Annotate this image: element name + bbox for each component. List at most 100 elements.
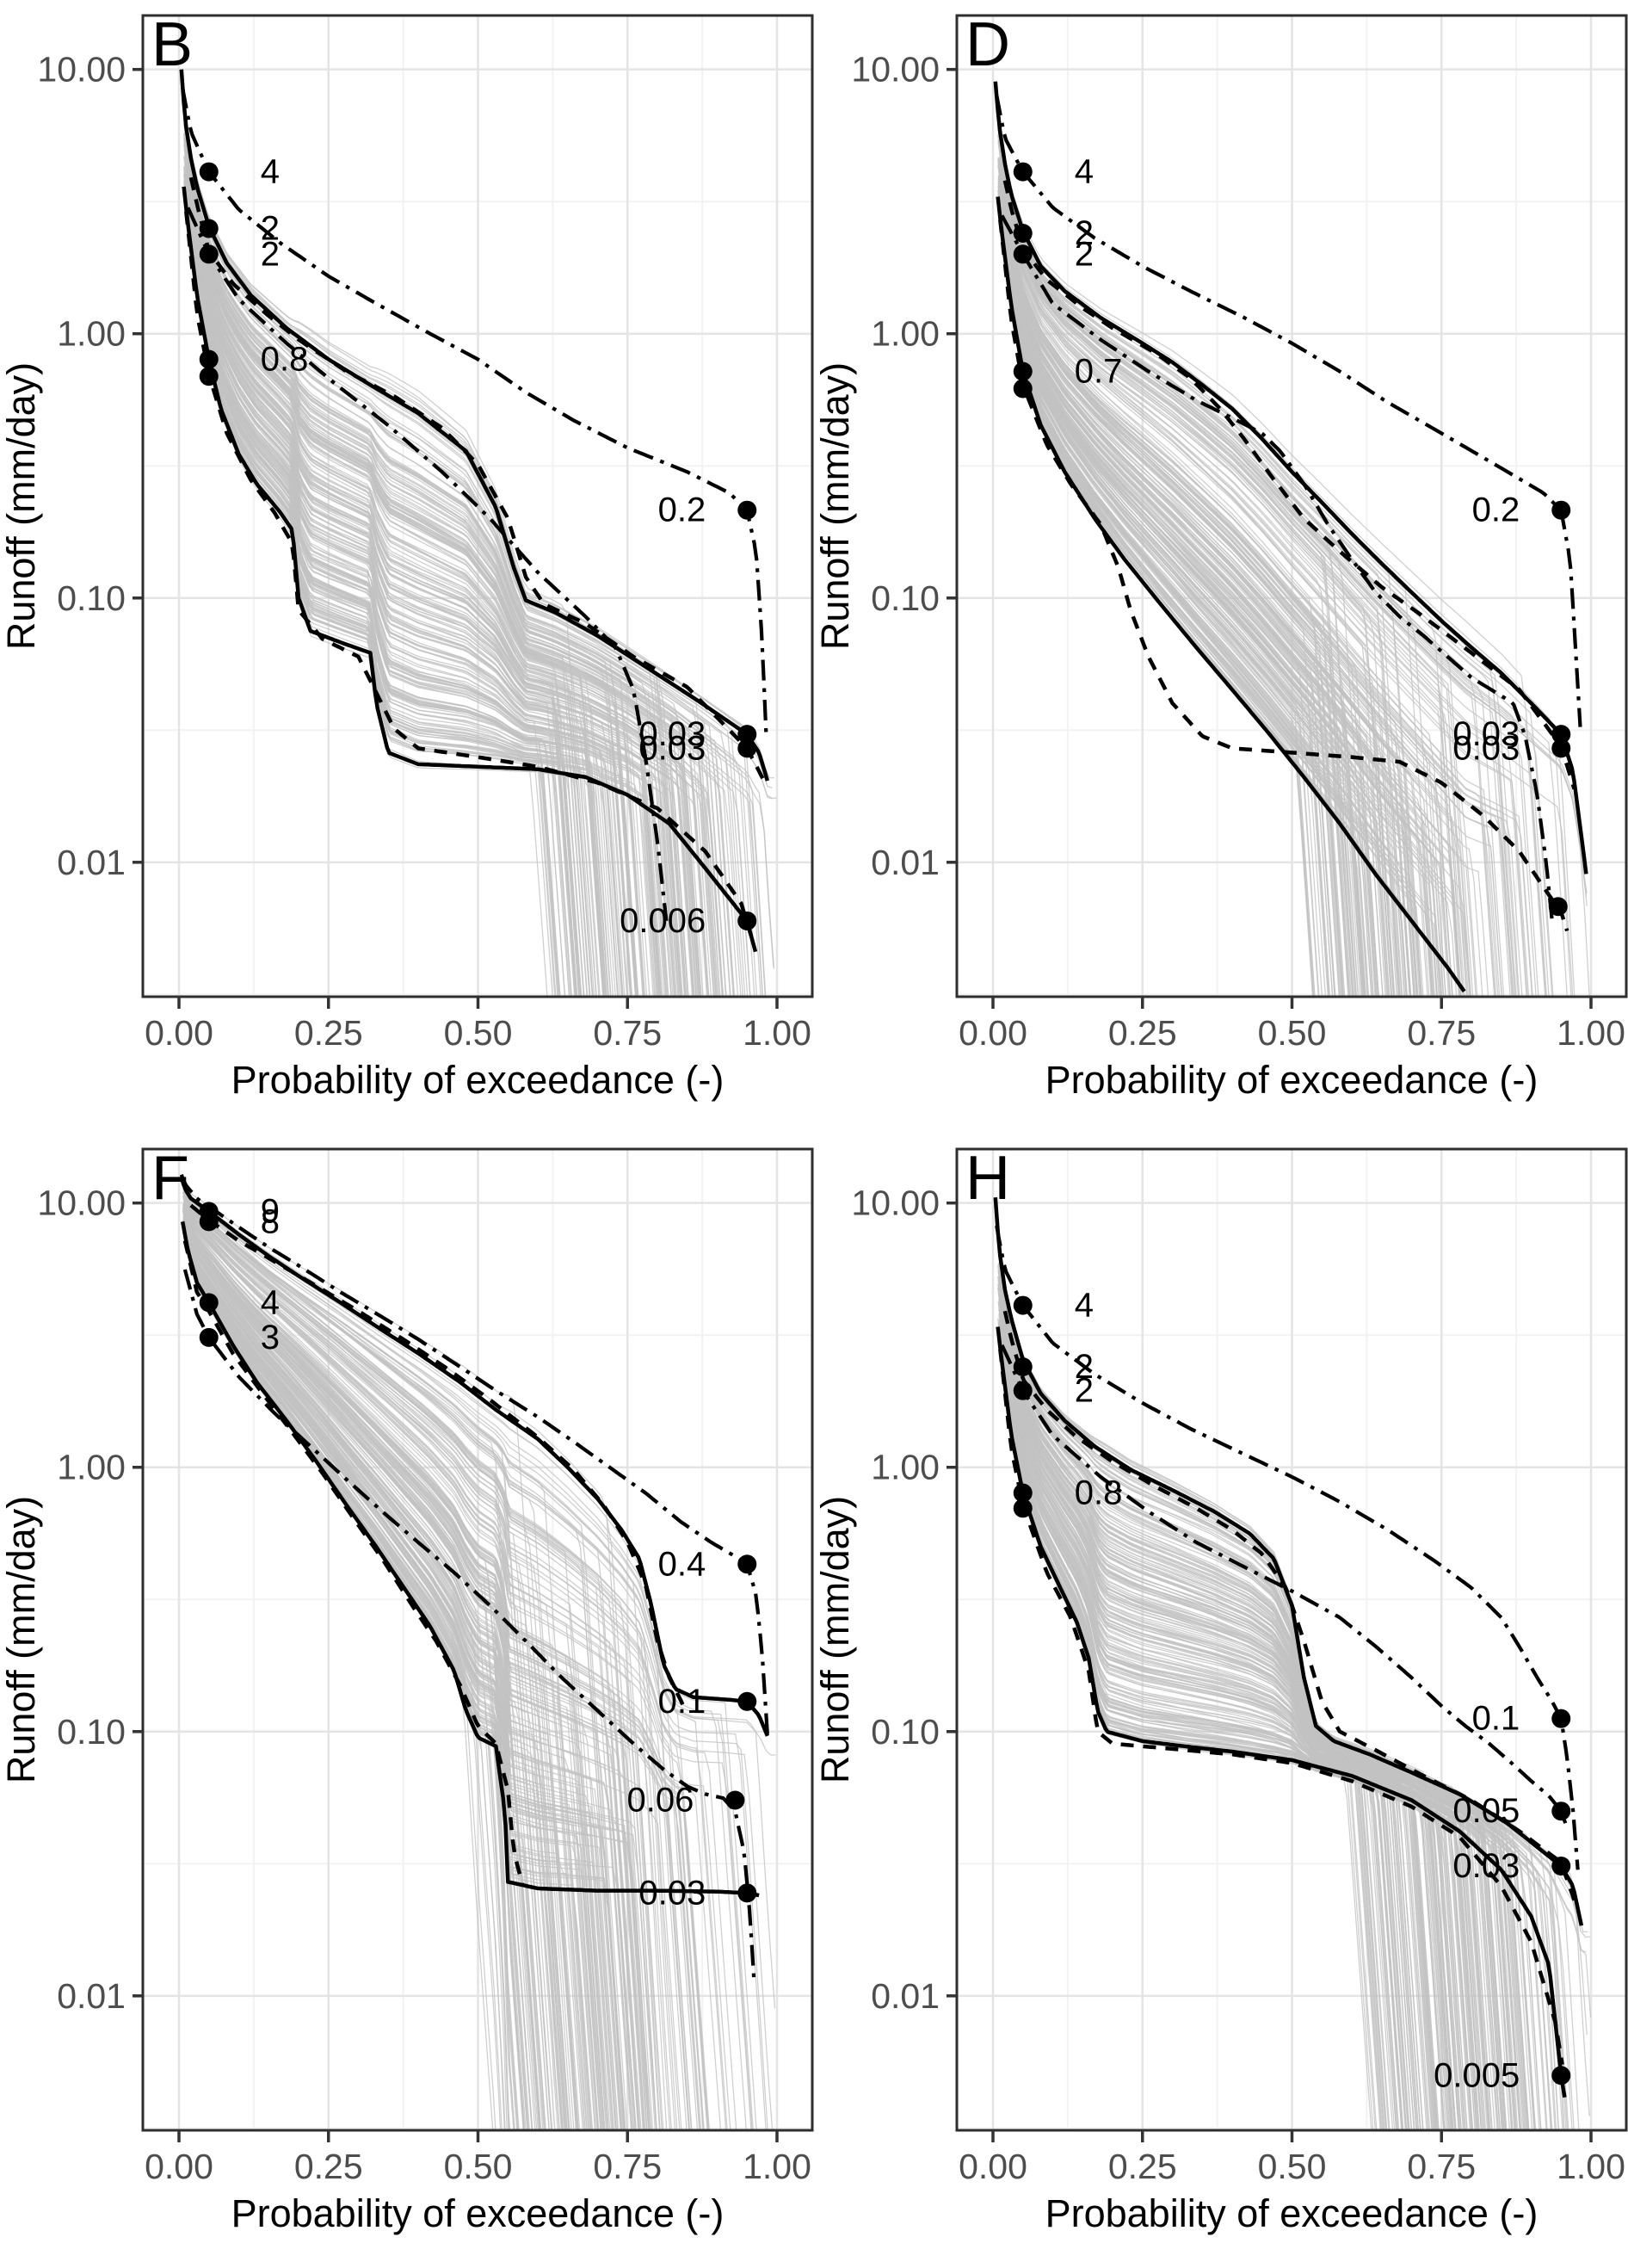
y-tick-label: 10.00 — [851, 50, 940, 90]
y-tick-label: 0.10 — [871, 578, 940, 618]
x-tick-label: 0.50 — [1258, 2147, 1327, 2186]
panel-letter: D — [965, 10, 1010, 79]
quantile-dot — [737, 738, 757, 758]
x-tick-label: 0.25 — [294, 2147, 363, 2186]
panel-D-chart: 0.00 0.25 0.50 0.75 1.00 10.00 1.00 0.10 0.01 Pro… — [814, 0, 1628, 1134]
series-lower-solid — [180, 1221, 760, 1898]
quantile-dot — [737, 1691, 757, 1711]
series-lower-dashed — [184, 211, 755, 942]
y-tick-label: 10.00 — [37, 50, 126, 90]
quantile-label: 2 — [1075, 235, 1094, 273]
y-axis-title: Runoff (mm/day) — [0, 1496, 43, 1783]
quantile-dot — [199, 349, 219, 369]
series-upper-solid — [179, 1177, 769, 1737]
quantile-dot — [737, 911, 757, 930]
x-tick-label: 0.50 — [1258, 1013, 1327, 1053]
panel-H-chart: 0.00 0.25 0.50 0.75 1.00 10.00 1.00 0.10 0.01 Pro… — [814, 1134, 1628, 2267]
y-tick-label: 10.00 — [851, 1183, 940, 1223]
axes: 0.00 0.25 0.50 0.75 1.00 10.00 1.00 0.10 0.01 — [851, 1183, 1625, 2186]
y-tick-label: 0.01 — [57, 1976, 126, 2016]
quantile-label: 2 — [261, 235, 280, 273]
x-tick-label: 1.00 — [1557, 2147, 1625, 2186]
x-axis-title: Probability of exceedance (-) — [231, 2191, 725, 2235]
y-tick-label: 1.00 — [871, 1448, 940, 1487]
quantile-label: 2 — [1075, 214, 1094, 252]
quantile-dot — [199, 1327, 219, 1347]
quantile-label: 0.7 — [1075, 353, 1123, 391]
x-axis-title: Probability of exceedance (-) — [231, 1058, 725, 1102]
series-upper-solid — [993, 81, 1588, 874]
series-dashdot-upper — [995, 1225, 1580, 1870]
ensemble-lines — [182, 1182, 776, 2130]
x-tick-label: 0.00 — [145, 1013, 213, 1053]
x-axis-title: Probability of exceedance (-) — [1045, 1058, 1539, 1102]
x-tick-label: 0.50 — [444, 1013, 513, 1053]
quantile-label: 4 — [1075, 1287, 1094, 1325]
x-tick-label: 0.25 — [1108, 1013, 1177, 1053]
envelope-curves — [993, 1197, 1584, 2098]
x-tick-label: 0.00 — [959, 2147, 1027, 2186]
y-tick-label: 0.10 — [871, 1712, 940, 1752]
quantile-label: 0.03 — [638, 1874, 706, 1912]
x-tick-label: 0.25 — [294, 1013, 363, 1053]
series-lower-solid — [182, 186, 758, 953]
series-lower-solid — [996, 1326, 1567, 2098]
series-dashdot-upper — [179, 1174, 769, 1735]
quantile-dot — [1013, 1499, 1033, 1518]
y-axis-title: Runoff (mm/day) — [814, 1496, 857, 1783]
series-dashdot-lower — [1000, 214, 1554, 922]
quantile-label: 0.03 — [1452, 1847, 1520, 1885]
series-lower-solid — [996, 196, 1466, 993]
x-tick-label: 1.00 — [743, 1013, 811, 1053]
quantile-label: 0.03 — [1452, 729, 1520, 767]
panel-F: 0.00 0.25 0.50 0.75 1.00 10.00 1.00 0.10 0.01 Pro… — [0, 1134, 814, 2267]
axes: 0.00 0.25 0.50 0.75 1.00 10.00 1.00 0.10 0.01 — [37, 1183, 811, 2186]
quantile-dot — [199, 162, 219, 182]
quantile-dot — [1013, 244, 1033, 264]
quantile-label: 0.2 — [1472, 491, 1520, 529]
quantile-label: 0.8 — [1075, 1474, 1123, 1511]
x-tick-label: 0.75 — [593, 1013, 662, 1053]
series-lower-dashed — [182, 1239, 525, 1885]
y-tick-label: 1.00 — [57, 314, 126, 354]
quantile-dot — [199, 1293, 219, 1313]
quantile-points: 4 22 0.7 0.2 0.030.03 — [1013, 153, 1571, 917]
quantile-dot — [1013, 1381, 1033, 1400]
y-tick-label: 10.00 — [37, 1183, 126, 1223]
quantile-label: 4 — [1075, 153, 1094, 191]
quantile-label: 0.006 — [620, 902, 706, 940]
quantile-dot — [1551, 1801, 1571, 1821]
quantile-label: 0.06 — [626, 1781, 694, 1819]
quantile-dot — [1013, 1295, 1033, 1315]
panel-letter: F — [151, 1144, 189, 1213]
panel-H: 0.00 0.25 0.50 0.75 1.00 10.00 1.00 0.10 0.01 Pro… — [814, 1134, 1628, 2267]
panel-letter: B — [151, 10, 193, 79]
series-upper-solid — [993, 1197, 1584, 1926]
series-dashdot-lower — [1000, 1344, 1569, 1827]
quantile-dot — [1013, 162, 1033, 182]
y-axis-title: Runoff (mm/day) — [814, 362, 857, 650]
quantile-label: 0.1 — [1472, 1700, 1520, 1738]
quantile-label: 0.2 — [658, 491, 706, 529]
quantile-dot — [725, 1790, 745, 1810]
envelope-curves — [993, 81, 1588, 993]
quantile-label: 0.03 — [638, 729, 706, 767]
ensemble-lines — [996, 117, 1590, 997]
quantile-label: 2 — [1075, 1348, 1094, 1386]
quantile-dot — [1551, 738, 1571, 758]
quantile-dot — [199, 367, 219, 386]
axes: 0.00 0.25 0.50 0.75 1.00 10.00 1.00 0.10 0.01 — [37, 50, 811, 1053]
x-axis-title: Probability of exceedance (-) — [1045, 2191, 1539, 2235]
quantile-label: 0.8 — [261, 340, 309, 378]
x-tick-label: 0.25 — [1108, 2147, 1177, 2186]
quantile-dot — [1551, 500, 1571, 520]
y-tick-label: 0.10 — [57, 578, 126, 618]
series-dashdot-upper — [995, 95, 1582, 727]
envelope-curves — [179, 1174, 769, 1986]
y-tick-label: 0.01 — [57, 843, 126, 882]
y-tick-label: 0.10 — [57, 1712, 126, 1752]
x-tick-label: 0.75 — [1407, 2147, 1476, 2186]
quantile-dot — [1013, 1356, 1033, 1376]
quantile-label: 2 — [1075, 1372, 1094, 1410]
